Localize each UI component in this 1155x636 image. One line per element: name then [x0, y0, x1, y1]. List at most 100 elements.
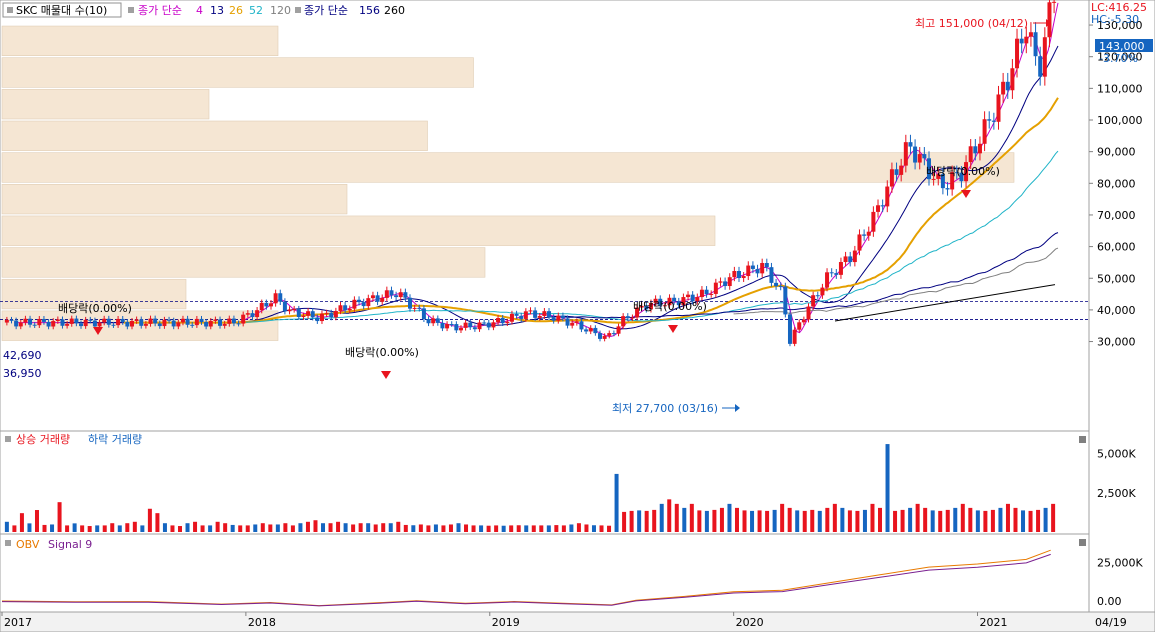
volume-bar	[50, 524, 55, 532]
volume-bar	[780, 503, 785, 532]
volume-panel[interactable]	[0, 430, 1090, 535]
volume-bar	[336, 521, 341, 532]
candle-body	[713, 282, 718, 294]
candle-body	[394, 295, 399, 298]
candle-body	[588, 327, 593, 332]
candle-body	[783, 286, 788, 315]
volume-profile-bar	[1, 278, 187, 310]
volume-down-label: 하락 거래량	[88, 432, 142, 446]
candle-body	[449, 324, 454, 326]
candle-body	[301, 315, 306, 318]
candle-body	[143, 323, 148, 326]
volume-bar	[418, 524, 423, 532]
volume-bar	[1036, 509, 1041, 532]
volume-tick-label: 2,500K	[1097, 487, 1136, 500]
volume-bar	[388, 523, 393, 532]
candle-body	[825, 272, 830, 288]
volume-bar	[4, 521, 9, 532]
volume-up-label: 상승 거래량	[16, 433, 70, 446]
candle-body	[218, 319, 223, 326]
volume-bar	[170, 525, 175, 532]
obv-tick-label: 0.00	[1097, 595, 1122, 608]
ma-legend-label-2: 종가 단순	[304, 4, 348, 17]
candle-body	[648, 302, 653, 310]
candle-body	[991, 120, 996, 122]
candle-body	[389, 290, 394, 296]
candle-body	[542, 311, 547, 316]
candle-body	[769, 267, 774, 283]
candle-body	[519, 315, 524, 319]
candle-body	[936, 174, 941, 179]
volume-bar	[494, 525, 499, 532]
candle-body	[500, 317, 505, 324]
volume-bar	[268, 524, 273, 532]
candle-body	[1024, 36, 1029, 44]
volume-bar	[479, 525, 484, 532]
volume-bar	[290, 525, 295, 532]
candle-body	[723, 281, 728, 287]
candle-body	[885, 186, 890, 207]
candle-body	[352, 299, 357, 309]
candle-body	[167, 319, 172, 321]
candle-body	[820, 287, 825, 296]
close-icon[interactable]	[1079, 539, 1086, 546]
volume-bar	[561, 525, 566, 532]
ma26-line	[123, 97, 1059, 324]
obv-panel[interactable]	[0, 533, 1090, 613]
stock-legend-box[interactable]	[2, 2, 122, 18]
low-arrow-icon	[735, 404, 740, 412]
volume-bar	[501, 525, 506, 532]
volume-bar	[953, 507, 958, 532]
candle-body	[463, 322, 468, 328]
volume-bar	[162, 523, 167, 532]
volume-bar	[825, 507, 830, 532]
volume-bar	[426, 525, 431, 532]
candle-body	[579, 321, 584, 330]
volume-bar	[930, 510, 935, 532]
volume-bar	[742, 510, 747, 532]
candle-body	[1052, 1, 1057, 3]
dividend-marker: 배당락(0.00%)	[345, 346, 419, 379]
candle-body	[653, 298, 658, 303]
candle-body	[79, 323, 84, 327]
candle-body	[681, 297, 686, 306]
volume-bar	[95, 525, 100, 532]
candle-body	[282, 301, 287, 312]
time-tick-label: 2021	[980, 616, 1008, 629]
candle-body	[319, 313, 324, 322]
candle-body	[746, 265, 751, 277]
candle-body	[709, 293, 714, 295]
candle-body	[458, 327, 463, 331]
candle-body	[55, 319, 60, 322]
volume-bar	[411, 525, 416, 532]
volume-bar	[810, 509, 815, 532]
volume-bar	[516, 525, 521, 532]
candle-body	[472, 327, 477, 330]
low-annotation: 최저 27,700 (03/16)	[612, 402, 718, 415]
candle-body	[69, 318, 74, 324]
candle-body	[607, 333, 612, 336]
volume-bar	[298, 523, 303, 532]
candle-body	[560, 315, 565, 319]
volume-tick-label: 5,000K	[1097, 448, 1136, 461]
close-icon[interactable]	[1079, 436, 1086, 443]
candle-body	[208, 320, 213, 327]
volume-bar	[569, 524, 574, 532]
ma-period-52: 52	[249, 4, 263, 17]
volume-bar	[185, 523, 190, 532]
volume-bars	[4, 444, 1056, 532]
volume-profile-bar	[1, 89, 210, 120]
legend-square-icon	[295, 7, 301, 13]
candle-body	[92, 320, 97, 327]
candle-body	[644, 305, 649, 310]
candle-body	[134, 319, 139, 321]
volume-bar	[509, 525, 514, 532]
volume-bar	[682, 507, 687, 532]
candle-body	[954, 172, 959, 174]
volume-bar	[734, 507, 739, 532]
candle-body	[926, 158, 931, 180]
candle-body	[973, 146, 978, 154]
volume-bar	[750, 510, 755, 532]
candle-body	[417, 307, 422, 309]
